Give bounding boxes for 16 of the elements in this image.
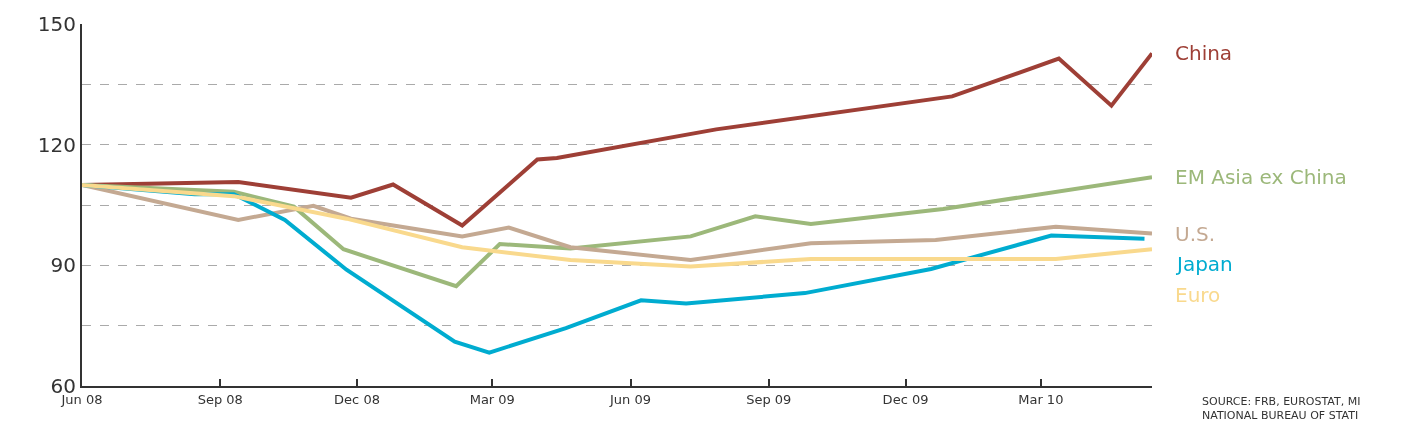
x-tick-label: Sep 08 (197, 391, 243, 407)
x-tick-label: Dec 09 (882, 391, 929, 407)
y-tick-label: 150 (37, 12, 76, 36)
text: Euro (1175, 283, 1221, 307)
y-tick-label: 90 (50, 253, 76, 278)
source-note: SOURCE: FRB, EUROSTAT, MI NATIONAL BUREAU OF STATI (1202, 395, 1361, 423)
series-label: EM Asia ex China (1175, 165, 1347, 189)
x-tick-label: Mar 10 (1018, 391, 1064, 407)
x-tick-label: Jun 09 (609, 391, 652, 407)
y-tick-label: 120 (37, 132, 76, 157)
series-label: China (1175, 41, 1233, 65)
x-tick-label: Dec 08 (334, 391, 380, 407)
series-label: Japan (1175, 252, 1233, 276)
series-label: U.S. (1175, 222, 1216, 246)
x-tick-label: Mar 09 (469, 391, 515, 407)
x-tick-label: Sep 09 (746, 391, 792, 407)
